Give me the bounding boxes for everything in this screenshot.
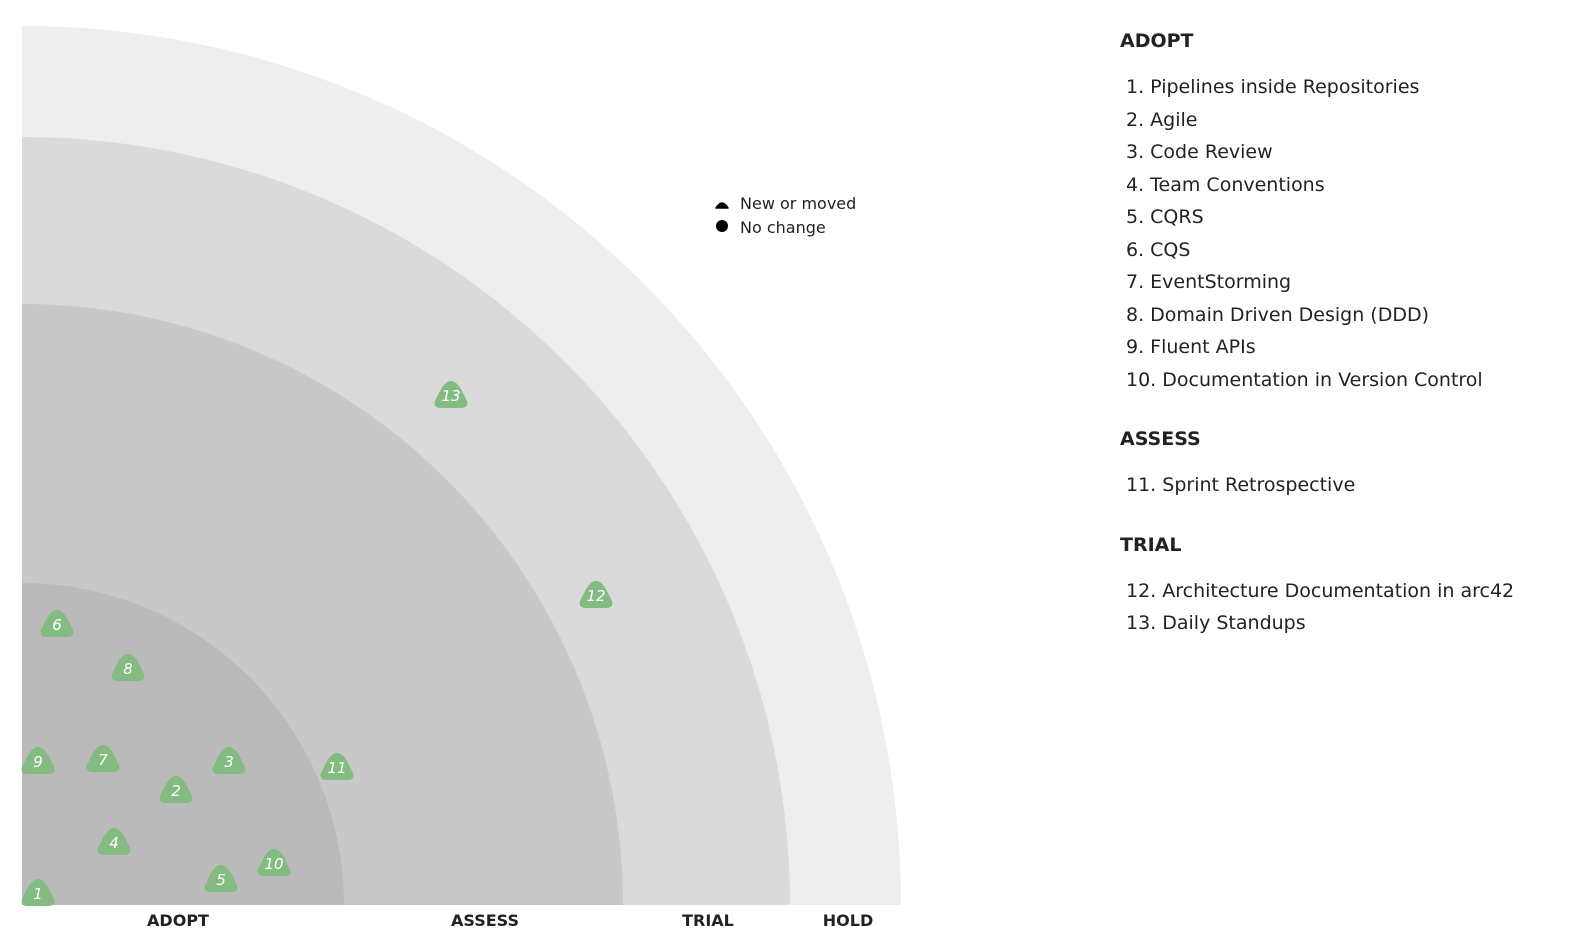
ring-labels: ADOPT ASSESS TRIAL HOLD xyxy=(147,911,873,930)
list-item[interactable]: 2. Agile xyxy=(1126,108,1198,131)
list-item[interactable]: 5. CQRS xyxy=(1126,206,1204,228)
blip-triangle-icon xyxy=(21,747,55,774)
blip-8[interactable]: 8 xyxy=(111,654,145,681)
section-title-assess: ASSESS xyxy=(1120,428,1201,450)
list-item[interactable]: 9. Fluent APIs xyxy=(1126,336,1256,358)
blip-triangle-icon xyxy=(111,654,145,681)
blip-1[interactable]: 1 xyxy=(21,879,55,906)
section-list-trial: 12. Architecture Documentation in arc42 1… xyxy=(1120,575,1580,640)
list-item[interactable]: 3. Code Review xyxy=(1126,141,1273,163)
blip-3[interactable]: 3 xyxy=(212,747,246,774)
blip-number: 9 xyxy=(33,753,43,771)
list-item[interactable]: 7. EventStorming xyxy=(1126,271,1292,293)
radar-listing: ADOPT 1. Pipelines inside Repositories 2. … xyxy=(1120,28,1580,670)
blip-number: 6 xyxy=(52,616,62,634)
blip-10[interactable]: 10 xyxy=(257,849,291,876)
blip-triangle-icon xyxy=(97,828,131,855)
radar-legend: New or moved No change xyxy=(715,194,856,237)
blip-number: 8 xyxy=(123,660,133,678)
blip-6[interactable]: 6 xyxy=(40,610,74,637)
blip-number: 1 xyxy=(33,885,43,903)
blip-number: 2 xyxy=(171,782,181,800)
section-list-adopt: 1. Pipelines inside Repositories 2. Agile… xyxy=(1120,71,1580,396)
blip-triangle-icon xyxy=(320,753,354,780)
blip-11[interactable]: 11 xyxy=(320,753,354,780)
radar-rings xyxy=(22,26,901,905)
blip-7[interactable]: 7 xyxy=(86,745,120,772)
ring-label-adopt: ADOPT xyxy=(147,911,209,930)
new-or-moved-triangle-icon xyxy=(715,202,729,209)
blip-number: 5 xyxy=(216,871,226,889)
list-item[interactable]: 10. Documentation in Version Control xyxy=(1126,368,1483,391)
blip-number: 10 xyxy=(264,855,283,873)
no-change-circle-icon xyxy=(716,220,728,232)
list-item[interactable]: 11. Sprint Retrospective xyxy=(1126,474,1356,496)
blip-5[interactable]: 5 xyxy=(204,865,238,892)
section-list-assess: 11. Sprint Retrospective xyxy=(1120,469,1580,502)
list-item[interactable]: 4. Team Conventions xyxy=(1126,173,1325,196)
tech-radar: ADOPT ASSESS TRIAL HOLD New or moved No cha… xyxy=(21,26,901,930)
blip-number: 12 xyxy=(586,587,605,605)
section-title-adopt: ADOPT xyxy=(1120,30,1194,52)
blip-triangle-icon xyxy=(21,879,55,906)
list-item[interactable]: 8. Domain Driven Design (DDD) xyxy=(1126,303,1430,326)
blip-number: 3 xyxy=(224,753,234,771)
blip-4[interactable]: 4 xyxy=(97,828,131,855)
section-title-trial: TRIAL xyxy=(1120,533,1182,556)
ring-label-trial: TRIAL xyxy=(682,911,734,930)
blip-number: 4 xyxy=(109,834,119,852)
blip-triangle-icon xyxy=(204,865,238,892)
blip-number: 7 xyxy=(98,751,108,769)
list-item[interactable]: 12. Architecture Documentation in arc42 xyxy=(1126,579,1515,602)
legend-new-or-moved: New or moved xyxy=(740,194,856,213)
legend-no-change: No change xyxy=(740,218,826,237)
blip-triangle-icon xyxy=(434,381,468,408)
blip-9[interactable]: 9 xyxy=(21,747,55,774)
blip-number: 13 xyxy=(441,387,460,405)
blip-triangle-icon xyxy=(86,745,120,772)
blip-triangle-icon xyxy=(212,747,246,774)
blip-12[interactable]: 12 xyxy=(579,581,613,608)
list-item[interactable]: 6. CQS xyxy=(1126,238,1191,261)
blip-13[interactable]: 13 xyxy=(434,381,468,408)
blip-triangle-icon xyxy=(257,849,291,876)
ring-adopt xyxy=(22,583,344,905)
blip-triangle-icon xyxy=(159,776,193,803)
list-item[interactable]: 13. Daily Standups xyxy=(1126,612,1306,634)
ring-label-assess: ASSESS xyxy=(451,911,519,930)
list-item[interactable]: 1. Pipelines inside Repositories xyxy=(1126,76,1420,98)
ring-label-hold: HOLD xyxy=(823,911,873,930)
blip-triangle-icon xyxy=(40,610,74,637)
blip-number: 11 xyxy=(327,759,346,777)
blip-2[interactable]: 2 xyxy=(159,776,193,803)
blip-triangle-icon xyxy=(579,581,613,608)
